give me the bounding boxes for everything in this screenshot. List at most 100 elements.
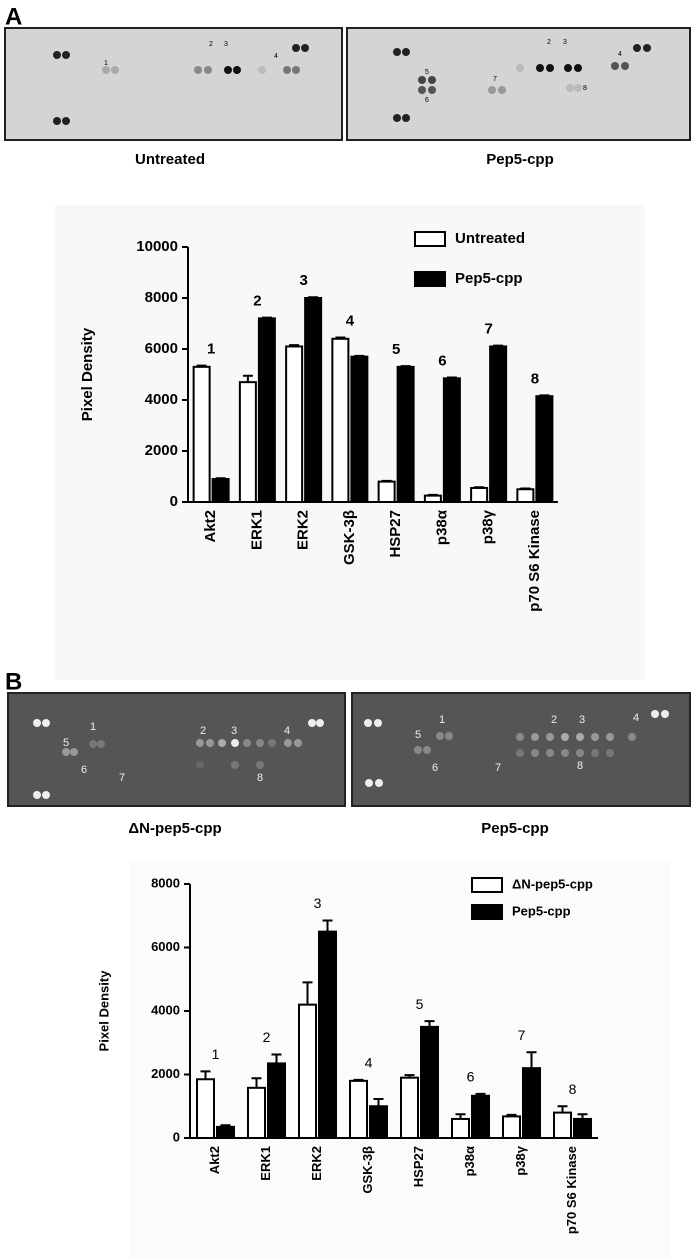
blot-spot xyxy=(294,739,302,747)
blot-spot xyxy=(218,739,226,747)
blot-spot xyxy=(423,746,431,754)
blot-spot xyxy=(196,761,204,769)
blot-spot xyxy=(393,114,401,122)
legend-swatch xyxy=(471,904,503,920)
bar xyxy=(502,1115,521,1140)
bar xyxy=(400,1076,419,1140)
spot-label: 4 xyxy=(274,53,278,60)
blot-spot xyxy=(97,740,105,748)
bar xyxy=(442,377,461,504)
error-bar xyxy=(335,336,346,339)
bar xyxy=(192,365,211,503)
chart-background xyxy=(130,860,670,1258)
blot-spot xyxy=(308,719,316,727)
y-tick-label: 2000 xyxy=(151,1066,180,1081)
blot-spot xyxy=(231,761,239,769)
annotation: 8 xyxy=(531,370,539,387)
blot-spot xyxy=(576,733,584,741)
blot-spot xyxy=(428,76,436,84)
spot-label: 4 xyxy=(633,712,639,724)
blot-spot xyxy=(224,66,232,74)
blot-spot xyxy=(488,86,496,94)
annotation: 2 xyxy=(253,293,261,310)
spot-label: 3 xyxy=(563,39,567,46)
annotation: 7 xyxy=(484,321,492,338)
blot-spot xyxy=(498,86,506,94)
chart-background xyxy=(55,205,645,680)
chart: 0 2000 4000 6000 8000 10000 Pixel Density Akt2 1… xyxy=(79,230,558,612)
bar xyxy=(470,486,489,504)
x-tick-label: HSP27 xyxy=(387,510,404,558)
error-bar xyxy=(526,1051,537,1069)
error-bar xyxy=(322,919,333,932)
blot-spot xyxy=(643,44,651,52)
error-bar xyxy=(557,1105,568,1113)
blot-spot xyxy=(546,64,554,72)
legend-swatch xyxy=(414,231,446,247)
blot-spot xyxy=(62,51,70,59)
bar xyxy=(369,1105,388,1139)
bar xyxy=(451,1117,470,1139)
blot-spot xyxy=(196,739,204,747)
legend-label: ΔN-pep5-cpp xyxy=(512,876,593,891)
blot-spot xyxy=(651,710,659,718)
x-tick-label: GSK-3β xyxy=(360,1146,375,1194)
x-tick-label: ERK1 xyxy=(258,1146,273,1181)
annotation: 4 xyxy=(365,1055,373,1071)
spot-label: 6 xyxy=(425,97,429,104)
blot-spot xyxy=(375,779,383,787)
blot-spot xyxy=(574,64,582,72)
y-tick-label: 8000 xyxy=(145,289,178,306)
blot-spot xyxy=(628,733,636,741)
blot-spot xyxy=(233,66,241,74)
annotation: 7 xyxy=(518,1027,526,1043)
blot-spot xyxy=(606,733,614,741)
blot-caption: Pep5-cpp xyxy=(486,151,554,168)
error-bar xyxy=(251,1077,262,1088)
bar xyxy=(553,1111,572,1139)
blot-spot xyxy=(301,44,309,52)
spot-label: 2 xyxy=(200,725,206,737)
y-tick-label: 2000 xyxy=(145,442,178,459)
blot-spot xyxy=(231,739,239,747)
bar xyxy=(522,1067,541,1140)
bar xyxy=(396,365,415,503)
error-bar xyxy=(404,1074,415,1078)
error-bar xyxy=(353,1078,364,1081)
annotation: 6 xyxy=(467,1069,475,1085)
bar xyxy=(377,480,396,504)
blot-spot xyxy=(111,66,119,74)
error-bar xyxy=(474,486,485,489)
x-tick-label: Akt2 xyxy=(202,510,219,543)
blot-caption: Untreated xyxy=(135,151,205,168)
blot-spot xyxy=(194,66,202,74)
y-tick-label: 10000 xyxy=(136,238,178,255)
error-bar xyxy=(302,981,313,1005)
x-tick-label: p70 S6 Kinase xyxy=(564,1146,579,1234)
blot-spot xyxy=(393,48,401,56)
error-bar xyxy=(455,1113,466,1119)
error-bar xyxy=(400,365,411,368)
blot-spot xyxy=(516,733,524,741)
blot-spot xyxy=(536,64,544,72)
error-bar xyxy=(381,479,392,482)
blot-caption: Pep5-cpp xyxy=(481,820,549,837)
panel-label: A xyxy=(5,3,22,30)
blot-spot xyxy=(546,749,554,757)
annotation: 5 xyxy=(392,341,400,358)
spot-label: 4 xyxy=(618,51,622,58)
blot-spot xyxy=(611,62,619,70)
blot-spot xyxy=(365,779,373,787)
error-bar xyxy=(506,1113,517,1117)
spot-label: 6 xyxy=(81,764,87,776)
error-bar xyxy=(261,316,272,319)
spot-label: 7 xyxy=(495,762,501,774)
spot-label: 3 xyxy=(224,41,228,48)
error-bar xyxy=(577,1113,588,1119)
error-bar xyxy=(427,493,438,496)
blot-spot xyxy=(53,51,61,59)
blot-spot xyxy=(62,117,70,125)
blot-spot xyxy=(516,749,524,757)
spot-label: 3 xyxy=(579,714,585,726)
